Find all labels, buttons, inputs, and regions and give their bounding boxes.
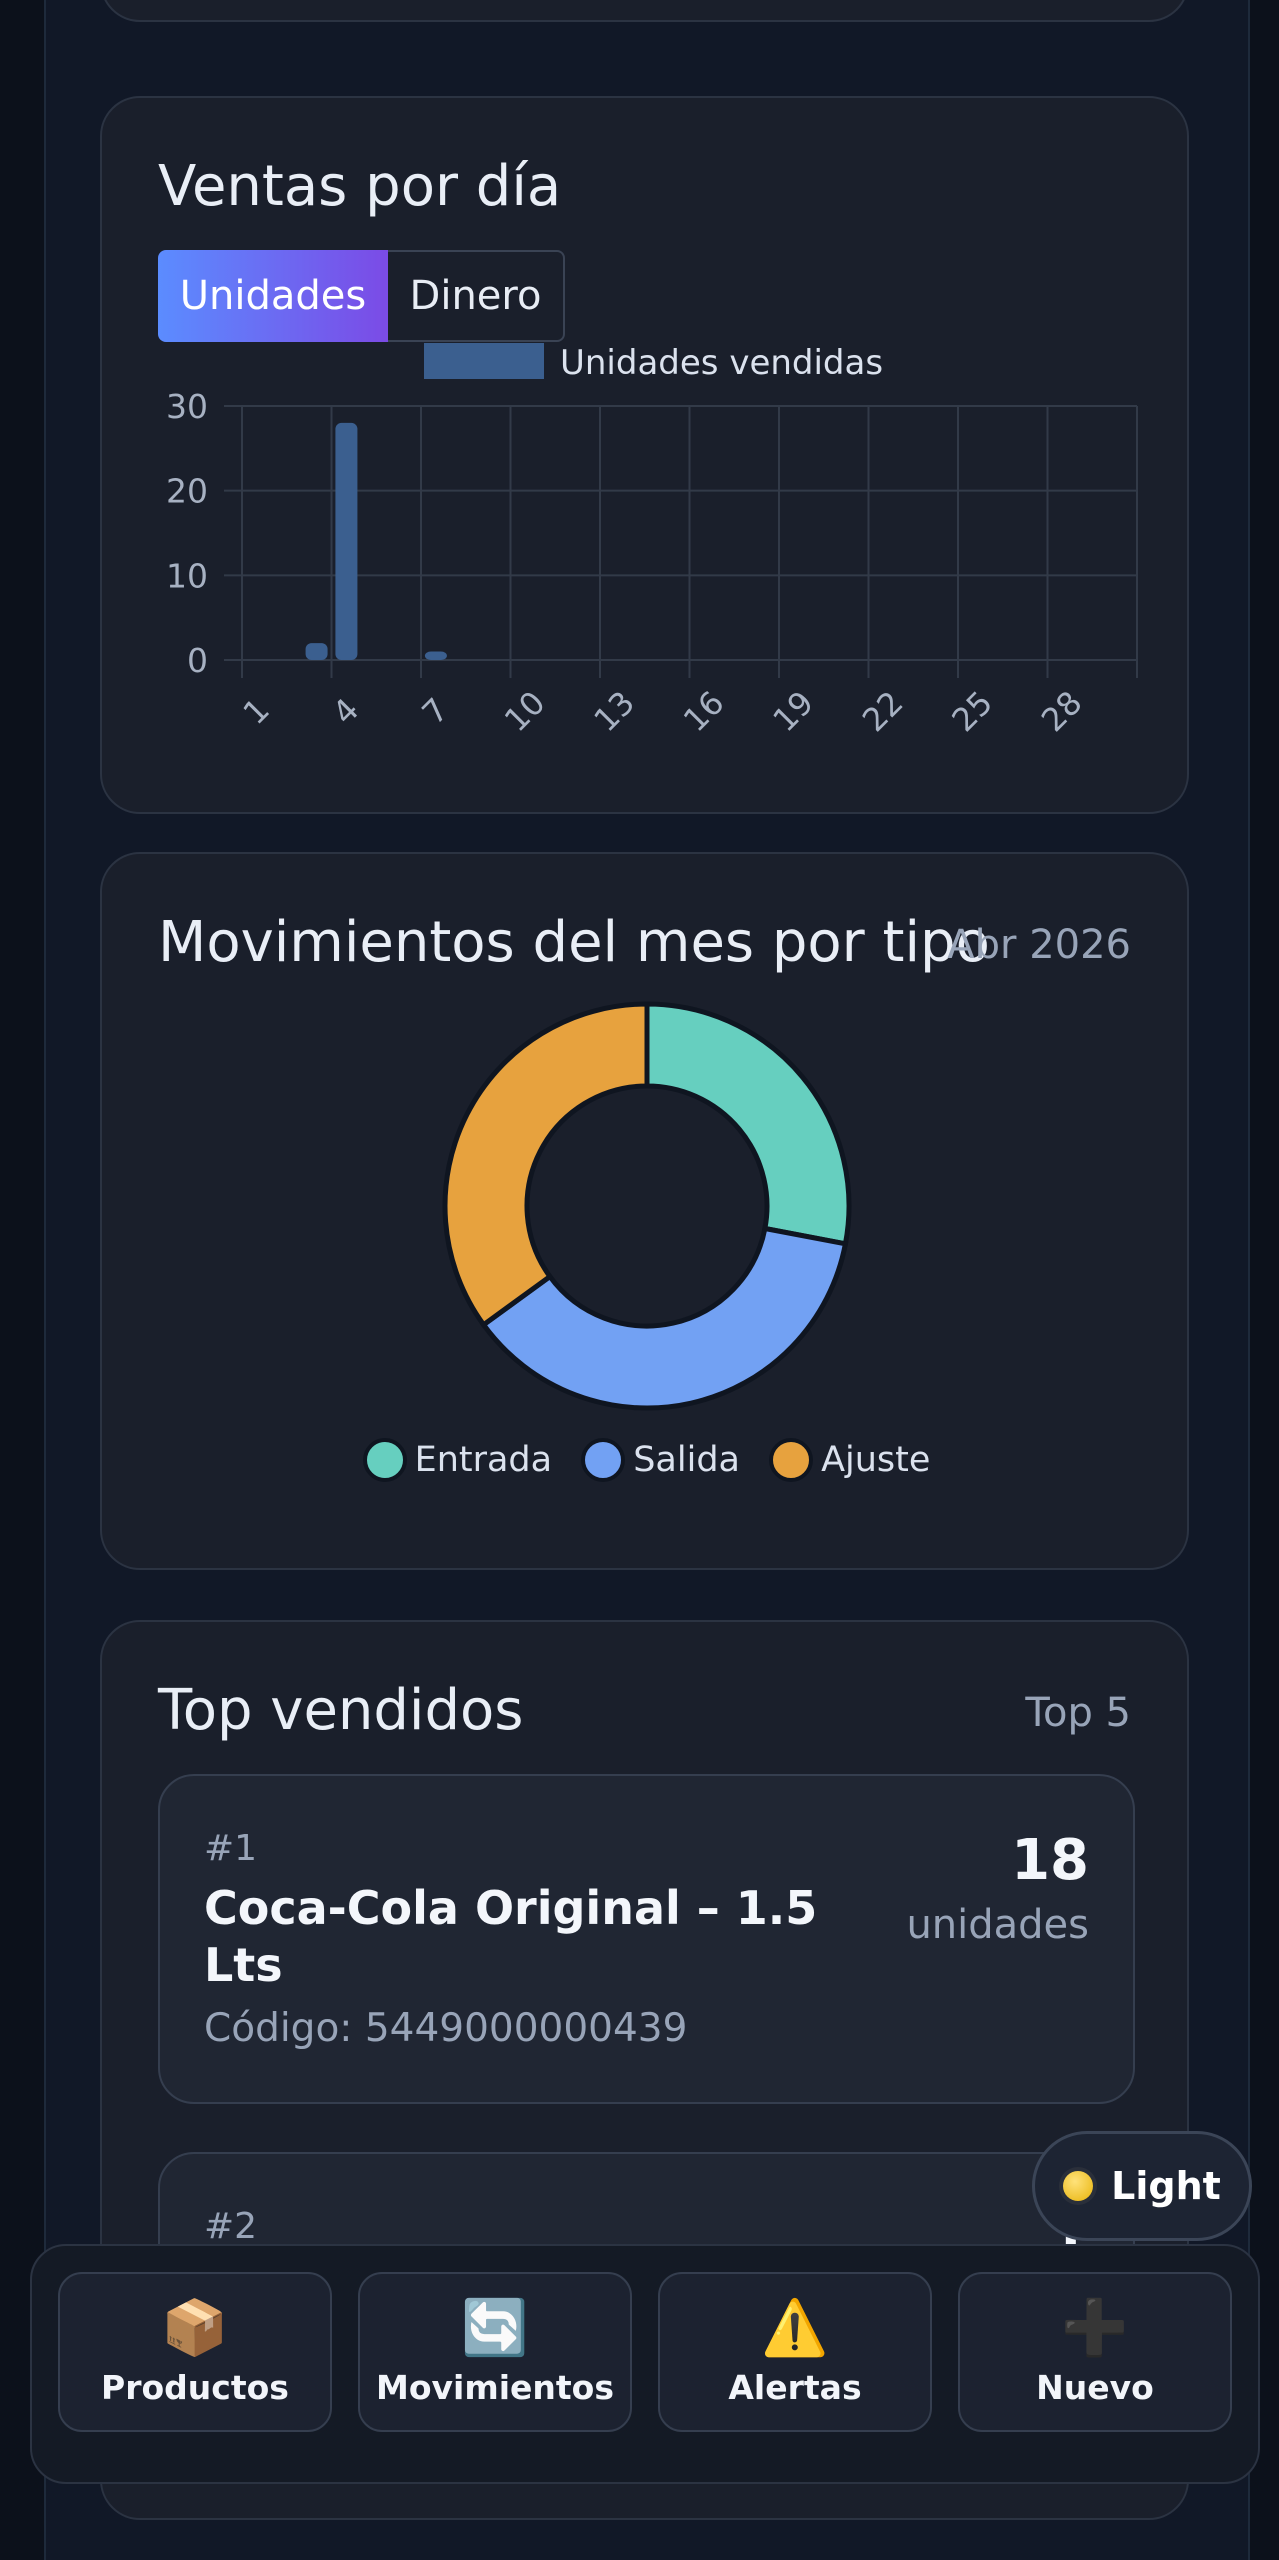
units-toggle-button[interactable]: Unidades xyxy=(158,250,388,342)
legend-label: Unidades vendidas xyxy=(560,343,883,383)
y-tick-label: 30 xyxy=(166,387,208,426)
x-tick-label: 25 xyxy=(944,683,1000,739)
x-tick-label: 13 xyxy=(586,683,642,739)
item-code: Código: 5449000000439 xyxy=(204,2006,688,2051)
bottom-navigation: 📦 Productos 🔄 Movimientos ⚠️ Alertas ➕ N… xyxy=(30,2244,1260,2484)
sales-per-day-card: Ventas por día Unidades Dinero Unidades … xyxy=(100,96,1189,814)
donut-legend: Entrada Salida Ajuste xyxy=(102,1438,1191,1486)
top-sellers-title: Top vendidos xyxy=(158,1678,524,1743)
legend-swatch xyxy=(424,343,544,379)
bar-legend: Unidades vendidas xyxy=(424,343,883,383)
top-count-badge: Top 5 xyxy=(1025,1690,1131,1736)
item-rank: #2 xyxy=(204,2206,258,2247)
x-tick-label: 7 xyxy=(415,691,456,732)
x-tick-label: 28 xyxy=(1034,683,1090,739)
x-tick-label: 22 xyxy=(855,683,911,739)
item-quantity: 18 xyxy=(1011,1828,1089,1893)
x-tick-label: 4 xyxy=(325,691,366,732)
x-tick-label: 16 xyxy=(676,683,732,739)
sales-bar-chart: Unidades vendidas 0 10 20 30 1 4 7 10 13 16 19 22 25 2… xyxy=(166,343,1138,739)
nav-movimientos[interactable]: 🔄 Movimientos xyxy=(358,2272,632,2432)
legend-salida-label: Salida xyxy=(633,1440,740,1480)
salida-swatch xyxy=(581,1438,626,1482)
nav-alertas[interactable]: ⚠️ Alertas xyxy=(658,2272,932,2432)
nav-nuevo[interactable]: ➕ Nuevo xyxy=(958,2272,1232,2432)
nav-nuevo-label: Nuevo xyxy=(1036,2367,1154,2407)
units-money-toggle: Unidades Dinero xyxy=(158,250,565,342)
item-name: Coca-Cola Original – 1.5 Lts xyxy=(204,1881,818,1992)
sales-chart-title: Ventas por día xyxy=(158,154,562,219)
movements-chart-title: Movimientos del mes por tipo xyxy=(158,910,990,975)
y-tick-label: 20 xyxy=(166,472,208,511)
movements-by-type-card: Movimientos del mes por tipo Abr 2026 En… xyxy=(100,852,1189,1570)
legend-entrada-label: Entrada xyxy=(414,1440,553,1480)
donut-slice-salida xyxy=(480,1225,849,1411)
donut-slice-ajuste xyxy=(442,1001,650,1329)
theme-toggle-button[interactable]: Light xyxy=(1032,2131,1252,2241)
legend-salida[interactable]: Salida xyxy=(581,1438,740,1482)
nav-productos-label: Productos xyxy=(101,2367,289,2407)
previous-card xyxy=(100,0,1189,22)
item-rank: #1 xyxy=(204,1828,258,1869)
bar xyxy=(335,422,358,660)
bar xyxy=(305,643,328,660)
nav-alertas-label: Alertas xyxy=(728,2367,862,2407)
theme-toggle-label: Light xyxy=(1111,2164,1221,2208)
x-tick-label: 10 xyxy=(497,683,553,739)
package-icon: 📦 xyxy=(161,2295,229,2359)
top-seller-item[interactable]: #1 Coca-Cola Original – 1.5 Lts Código: … xyxy=(158,1774,1135,2104)
entrada-swatch xyxy=(362,1438,407,1482)
bar xyxy=(424,651,447,660)
donut-slice-entrada xyxy=(644,1001,852,1247)
ajuste-swatch xyxy=(769,1438,814,1482)
refresh-icon: 🔄 xyxy=(461,2295,529,2359)
x-tick-label: 19 xyxy=(765,683,821,739)
movements-donut-chart xyxy=(442,1001,852,1411)
legend-entrada[interactable]: Entrada xyxy=(362,1438,553,1482)
nav-productos[interactable]: 📦 Productos xyxy=(58,2272,332,2432)
y-tick-label: 10 xyxy=(166,556,208,595)
movements-period: Abr 2026 xyxy=(947,922,1131,968)
legend-ajuste[interactable]: Ajuste xyxy=(769,1438,930,1482)
warning-icon: ⚠️ xyxy=(761,2295,829,2359)
item-unit: unidades xyxy=(906,1902,1089,1948)
money-toggle-button[interactable]: Dinero xyxy=(388,250,565,342)
legend-ajuste-label: Ajuste xyxy=(821,1440,931,1480)
y-tick-label: 0 xyxy=(187,641,208,680)
sun-icon xyxy=(1063,2171,1094,2201)
x-tick-label: 1 xyxy=(236,691,277,732)
nav-movimientos-label: Movimientos xyxy=(376,2367,614,2407)
plus-icon: ➕ xyxy=(1061,2295,1129,2359)
